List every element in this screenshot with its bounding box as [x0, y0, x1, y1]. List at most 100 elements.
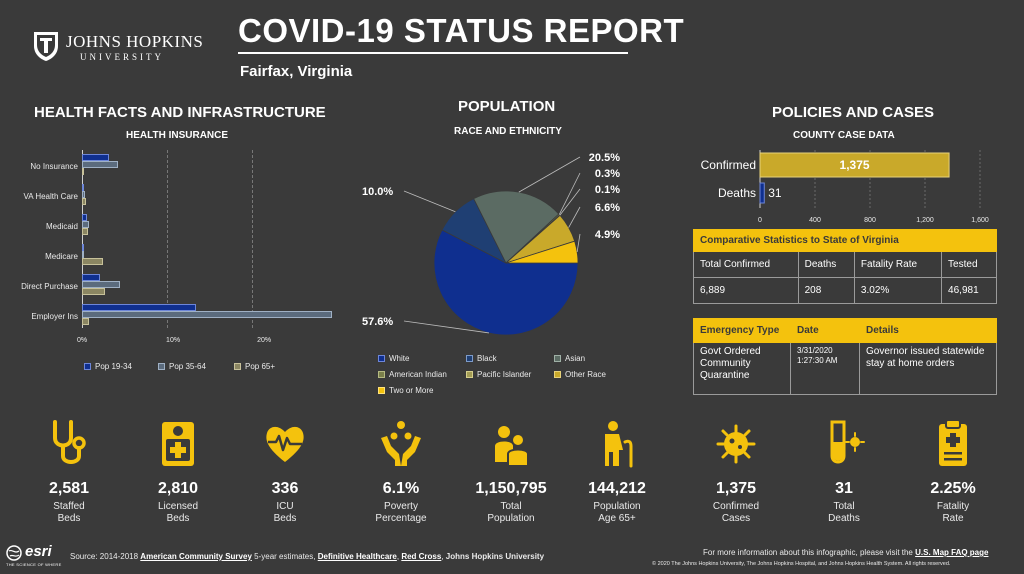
hospital-bed-icon	[162, 422, 194, 466]
esri-wordmark: esri	[25, 543, 52, 560]
logo-subtitle: UNIVERSITY	[80, 52, 164, 62]
county-case-chart: Confirmed 1,375 Deaths 31 0 400 800 1,200 1,600	[701, 150, 989, 224]
stat-label-line1: Confirmed	[712, 501, 760, 512]
population-icon	[495, 426, 529, 467]
header-total-confirmed: Total Confirmed	[693, 251, 799, 278]
stat-label-line2: Deaths	[828, 513, 860, 524]
stat-label-line2: Cases	[721, 513, 751, 524]
x-tick-label: 0	[758, 217, 762, 224]
legend-item-american-indian: American Indian	[378, 370, 447, 379]
x-tick-label: 400	[809, 217, 821, 224]
gridline-20	[252, 150, 253, 328]
title-underline	[238, 52, 628, 54]
stat-label: Total Population	[466, 501, 556, 525]
elderly-person-icon	[605, 421, 633, 468]
stat-label: Confirmed Cases	[691, 501, 781, 525]
pie-value-label: 0.3%	[595, 168, 620, 180]
red-cross-link[interactable]: Red Cross	[401, 552, 442, 561]
heart-pulse-icon	[266, 426, 304, 462]
race-ethnicity-pie-chart: 57.6% 10.0% 20.5% 0.3% 0.1% 6.6% 4.9%	[362, 152, 620, 335]
legend-swatch	[554, 355, 561, 363]
stat-icu-beds: 336 ICU Beds	[240, 418, 330, 525]
stat-poverty: 6.1% Poverty Percentage	[356, 418, 446, 525]
bar-pop-65-	[82, 198, 86, 205]
legend-label: Other Race	[565, 370, 606, 379]
definitive-healthcare-link[interactable]: Definitive Healthcare	[317, 552, 397, 561]
faq-link[interactable]: U.S. Map FAQ page	[915, 548, 989, 557]
header-deaths: Deaths	[797, 251, 855, 278]
stat-label: Staffed Beds	[24, 501, 114, 525]
copyright: © 2020 The Johns Hopkins University, The…	[652, 561, 951, 567]
legend-item-other-race: Other Race	[554, 370, 606, 379]
stat-label: Fatality Rate	[908, 501, 998, 525]
legend-item-white: White	[378, 354, 409, 363]
stat-label-line1: Licensed	[157, 501, 199, 512]
pie-slice-white	[433, 229, 579, 335]
comparative-title: Comparative Statistics to State of Virgi…	[693, 229, 997, 252]
stat-label-line1: Population	[593, 501, 641, 512]
health-insurance-chart: No Insurance VA Health Care Medicaid Medica…	[12, 150, 342, 350]
stat-licensed-beds: 2,810 Licensed Beds	[133, 418, 223, 525]
policies-subheading: COUNTY CASE DATA	[793, 130, 895, 141]
stat-label-line2: Population	[487, 513, 535, 524]
x-tick-label: 1,600	[971, 217, 989, 224]
pie-leader-line	[559, 188, 581, 216]
stat-value: 1,150,795	[475, 480, 547, 497]
header-details: Details	[859, 318, 997, 343]
legend-label: Pop 19-34	[95, 362, 132, 371]
value-deaths: 208	[797, 277, 855, 304]
stat-staffed-beds: 2,581 Staffed Beds	[24, 418, 114, 525]
pie-leader-line	[403, 190, 456, 213]
esri-tagline: THE SCIENCE OF WHERE	[6, 562, 62, 567]
population-subheading: RACE AND ETHNICITY	[454, 126, 562, 137]
legend-item-black: Black	[466, 354, 497, 363]
category-label: Employer Ins	[31, 312, 78, 321]
case-category-label: Deaths	[718, 186, 756, 200]
bar-pop-65-	[82, 318, 90, 325]
stat-value: 2.25%	[930, 480, 976, 497]
bar-pop-35-64	[82, 311, 333, 318]
value-tested: 46,981	[941, 277, 997, 304]
virus-icon	[716, 424, 756, 464]
bar-pop-65-	[82, 168, 84, 175]
acs-link[interactable]: American Community Survey	[140, 552, 252, 561]
stat-label-line2: Rate	[942, 513, 964, 524]
case-bar-confirmed	[759, 152, 950, 178]
legend-label: Asian	[565, 354, 586, 363]
jhu-source: Johns Hopkins University	[445, 552, 545, 561]
bar-pop-19-34	[82, 154, 110, 161]
x-tick-label: 0%	[76, 337, 88, 344]
category-label: VA Health Care	[23, 192, 78, 201]
stat-confirmed-cases: 1,375 Confirmed Cases	[691, 418, 781, 525]
location-label: Fairfax, Virginia	[240, 63, 353, 80]
population-heading: POPULATION	[458, 98, 556, 115]
stat-label-line2: Beds	[273, 513, 297, 524]
header-emergency-type: Emergency Type	[693, 318, 791, 343]
stat-total-population: 1,150,795 Total Population	[466, 418, 556, 525]
bar-pop-65-	[82, 258, 103, 265]
stat-value: 2,810	[157, 480, 199, 497]
x-tick-label: 20%	[257, 337, 272, 344]
stat-value: 2,581	[48, 480, 90, 497]
pie-slice-two-or-more	[505, 240, 579, 264]
legend-item-pop-35-64: Pop 35-64	[158, 362, 206, 371]
bar-pop-35-64	[82, 191, 85, 198]
stat-label: Population Age 65+	[572, 501, 662, 525]
value-fatality-rate: 3.02%	[853, 277, 943, 304]
legend-label: American Indian	[389, 370, 447, 379]
legend-swatch	[378, 355, 385, 363]
health-heading: HEALTH FACTS AND INFRASTRUCTURE	[34, 104, 326, 121]
globe-icon	[6, 545, 22, 561]
bar-pop-65-	[82, 288, 105, 295]
stat-value: 6.1%	[382, 480, 420, 497]
stat-label: Licensed Beds	[133, 501, 223, 525]
source-prefix: Source: 2014-2018	[70, 552, 139, 561]
legend-item-asian: Asian	[554, 354, 585, 363]
stat-population-65: 144,212 Population Age 65+	[572, 418, 662, 525]
case-value-label: 31	[768, 186, 782, 200]
stat-label-line2: Beds	[166, 513, 190, 524]
stethoscope-icon	[53, 420, 86, 464]
stat-label-line2: Beds	[57, 513, 81, 524]
pie-slice-asian	[473, 190, 560, 264]
stat-label: Total Deaths	[799, 501, 889, 525]
